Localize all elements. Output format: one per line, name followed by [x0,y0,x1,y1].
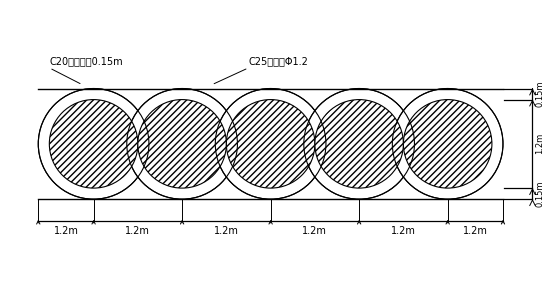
Circle shape [404,100,492,188]
Text: 1.2m: 1.2m [53,226,78,237]
Circle shape [226,100,315,188]
Text: 0.15m: 0.15m [535,180,544,207]
Circle shape [304,89,414,199]
Text: 0.15m: 0.15m [535,81,544,107]
Text: C20砼护壁厚0.15m: C20砼护壁厚0.15m [49,57,123,66]
Text: 1.2m: 1.2m [214,226,239,237]
Text: 1.2m: 1.2m [391,226,416,237]
Text: C25桩芯砼Φ1.2: C25桩芯砼Φ1.2 [249,57,309,66]
Circle shape [315,100,404,188]
Text: 1.2m: 1.2m [535,133,544,154]
Circle shape [38,89,149,199]
Circle shape [393,89,503,199]
Circle shape [127,89,237,199]
Text: 1.2m: 1.2m [302,226,327,237]
Text: 1.2m: 1.2m [126,226,150,237]
Text: 1.2m: 1.2m [463,226,488,237]
Circle shape [49,100,138,188]
Circle shape [215,89,326,199]
Circle shape [138,100,226,188]
